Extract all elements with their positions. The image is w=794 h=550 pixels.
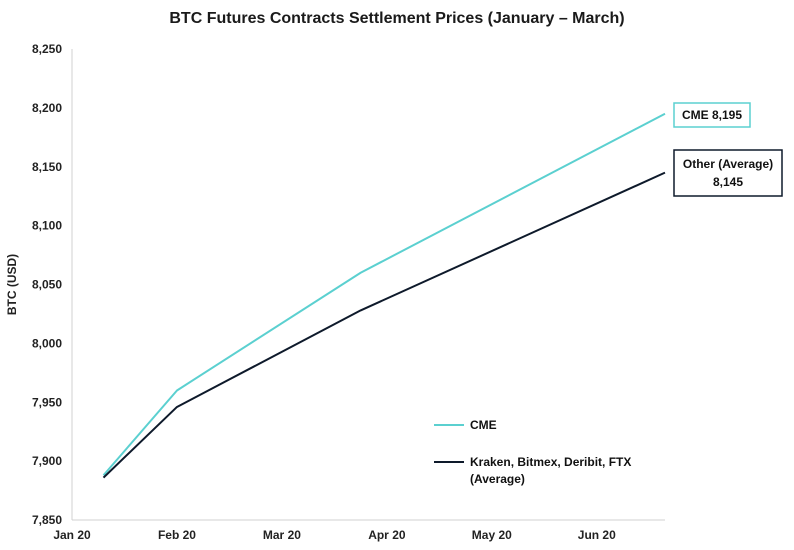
x-tick-label: Jan 20 — [53, 528, 91, 542]
y-tick-label: 8,100 — [32, 219, 62, 233]
annotation-box — [673, 102, 751, 128]
y-tick-label: 7,850 — [32, 513, 62, 527]
annotation-text: Other (Average) — [683, 157, 773, 171]
x-tick-label: Jun 20 — [578, 528, 616, 542]
y-tick-label: 8,050 — [32, 278, 62, 292]
series-line-cme — [102, 112, 666, 476]
annotation-text: 8,145 — [713, 175, 743, 189]
y-tick-label: 8,150 — [32, 160, 62, 174]
series-line-other-average — [102, 171, 666, 479]
y-tick-label: 8,250 — [32, 42, 62, 56]
x-tick-label: May 20 — [472, 528, 512, 542]
legend-label: Kraken, Bitmex, Deribit, FTX — [470, 455, 631, 469]
y-tick-label: 7,900 — [32, 454, 62, 468]
legend-label: CME — [470, 418, 497, 432]
x-tick-label: Apr 20 — [368, 528, 406, 542]
annotation-text: CME 8,195 — [682, 108, 742, 122]
legend-label: (Average) — [470, 472, 525, 486]
y-tick-label: 8,200 — [32, 101, 62, 115]
annotation-cme: CME 8,195 — [673, 102, 751, 128]
y-tick-label: 8,000 — [32, 336, 62, 350]
annotation-other-average: Other (Average) 8,145 — [673, 149, 783, 197]
chart-title: BTC Futures Contracts Settlement Prices … — [169, 10, 625, 27]
annotation-box — [673, 149, 783, 197]
y-axis-label: BTC (USD) — [5, 254, 19, 315]
y-tick-label: 7,950 — [32, 395, 62, 409]
x-tick-label: Mar 20 — [263, 528, 301, 542]
x-tick-label: Feb 20 — [158, 528, 196, 542]
